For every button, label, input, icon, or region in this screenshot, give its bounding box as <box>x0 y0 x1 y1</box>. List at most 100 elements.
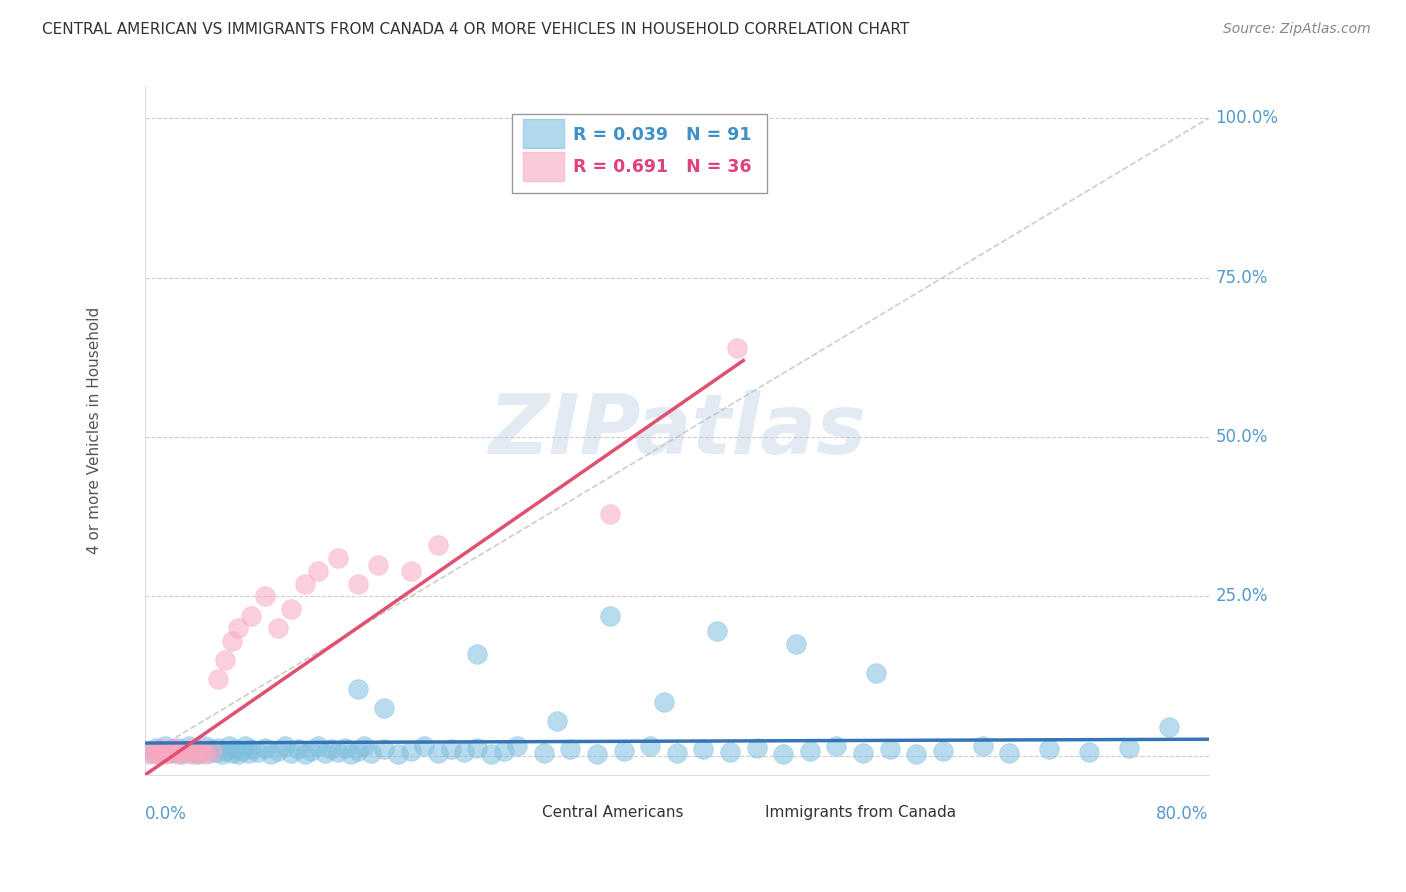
Point <box>253 590 276 604</box>
Point <box>174 746 197 760</box>
Point <box>333 741 356 756</box>
Point <box>426 746 449 760</box>
Text: 25.0%: 25.0% <box>1216 588 1268 606</box>
Point <box>665 746 688 760</box>
Point <box>360 746 382 760</box>
Point <box>706 624 728 639</box>
Point <box>194 739 217 754</box>
Point <box>287 742 309 756</box>
Point <box>825 739 848 754</box>
Point <box>214 653 236 667</box>
Point <box>599 507 621 521</box>
Point <box>294 747 316 761</box>
Point <box>321 742 343 756</box>
Point <box>224 742 246 756</box>
Point <box>399 564 422 578</box>
Point <box>1157 720 1180 734</box>
Point <box>560 742 582 756</box>
Point <box>346 681 368 696</box>
Point <box>772 747 794 761</box>
Point <box>184 744 207 758</box>
Point <box>170 747 193 761</box>
Point <box>148 747 170 761</box>
Point <box>931 744 953 758</box>
Point <box>299 744 322 758</box>
Point <box>145 741 167 756</box>
Point <box>191 741 214 756</box>
Point <box>905 747 928 761</box>
Point <box>240 742 263 756</box>
Point <box>211 747 233 761</box>
Point <box>260 747 283 761</box>
Point <box>184 742 207 756</box>
Point <box>426 538 449 552</box>
Point <box>326 745 349 759</box>
Point <box>1118 741 1140 756</box>
Point <box>267 744 290 758</box>
Point <box>307 564 329 578</box>
Point <box>294 576 316 591</box>
Point <box>972 739 994 754</box>
Point <box>998 746 1021 760</box>
Text: R = 0.691   N = 36: R = 0.691 N = 36 <box>572 158 751 176</box>
Point <box>367 558 389 572</box>
Point <box>163 745 186 759</box>
Point <box>586 747 609 761</box>
Point <box>145 746 167 760</box>
Point <box>799 744 821 758</box>
Point <box>167 741 190 756</box>
Point <box>214 744 236 758</box>
Text: 80.0%: 80.0% <box>1156 805 1209 823</box>
Point <box>153 739 176 754</box>
Text: CENTRAL AMERICAN VS IMMIGRANTS FROM CANADA 4 OR MORE VEHICLES IN HOUSEHOLD CORRE: CENTRAL AMERICAN VS IMMIGRANTS FROM CANA… <box>42 22 910 37</box>
Point <box>865 665 887 680</box>
Point <box>207 673 229 687</box>
Text: 0.0%: 0.0% <box>145 805 187 823</box>
Point <box>546 714 568 728</box>
Point <box>638 739 661 754</box>
Point <box>160 746 183 760</box>
Point <box>247 745 270 759</box>
Point <box>187 747 209 761</box>
Point <box>353 739 375 754</box>
Point <box>157 746 180 760</box>
Point <box>479 747 502 761</box>
Point <box>177 742 200 756</box>
Point <box>852 746 875 760</box>
Text: 4 or more Vehicles in Household: 4 or more Vehicles in Household <box>87 307 101 554</box>
Point <box>221 634 243 648</box>
Point <box>785 637 807 651</box>
Point <box>218 739 240 754</box>
Point <box>879 742 901 756</box>
Point <box>413 739 436 754</box>
Point <box>198 746 221 760</box>
FancyBboxPatch shape <box>523 152 564 181</box>
Point <box>231 744 253 758</box>
Point <box>718 745 741 759</box>
Point <box>207 741 229 756</box>
Point <box>238 746 260 760</box>
Point <box>613 744 636 758</box>
Point <box>187 746 209 760</box>
Point <box>150 744 173 758</box>
Point <box>138 747 160 761</box>
FancyBboxPatch shape <box>717 802 759 827</box>
Point <box>506 739 529 754</box>
Point <box>141 746 163 760</box>
Point <box>346 744 368 758</box>
Point <box>204 745 226 759</box>
Point <box>142 744 165 758</box>
Point <box>180 747 202 761</box>
Point <box>692 742 714 756</box>
Text: Immigrants from Canada: Immigrants from Canada <box>765 805 956 821</box>
Text: R = 0.039   N = 91: R = 0.039 N = 91 <box>572 126 751 144</box>
Point <box>170 744 193 758</box>
Point <box>745 741 768 756</box>
Point <box>177 739 200 754</box>
Point <box>533 746 555 760</box>
Point <box>346 576 368 591</box>
Point <box>326 551 349 566</box>
Point <box>150 742 173 756</box>
Point <box>160 742 183 756</box>
Text: 50.0%: 50.0% <box>1216 428 1268 446</box>
